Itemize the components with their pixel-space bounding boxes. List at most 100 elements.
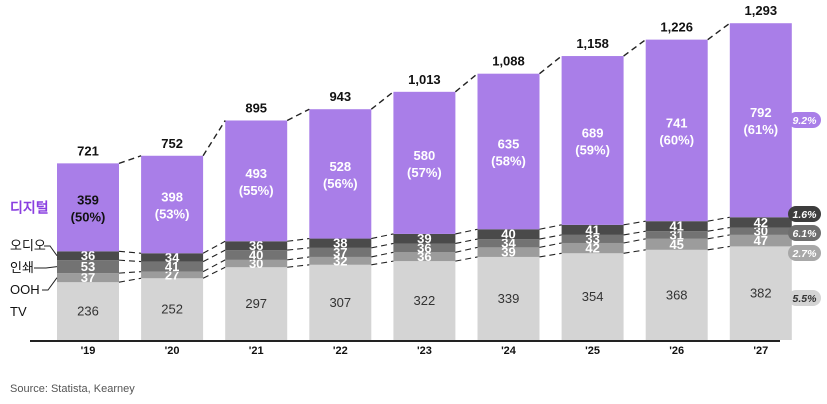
total-label-5: 1,088	[492, 54, 525, 69]
x-tick-label-8: '27	[753, 345, 768, 357]
segment-connector-3-5	[539, 224, 562, 230]
bar-segment-디지털-5	[477, 73, 540, 230]
total-label-1: 752	[161, 136, 183, 151]
total-connector-3	[370, 91, 394, 110]
cagr-badge-오디오	[788, 206, 821, 222]
legend-label-ooh: OOH	[10, 282, 40, 297]
segment-connector-1-3	[371, 251, 394, 258]
bar-segment-OOH-6	[561, 242, 624, 254]
x-tick-label-4: '23	[417, 345, 432, 357]
bar-segment-인쇄-6	[561, 234, 624, 243]
segment-connector-1-5	[539, 242, 562, 248]
segment-connector-2-7	[707, 227, 730, 232]
segment-connector-1-1	[202, 259, 226, 273]
data-label-인쇄-0: 53	[81, 259, 95, 274]
data-label-인쇄-1: 41	[165, 259, 179, 274]
bar-segment-오디오-5	[477, 229, 540, 240]
data-label-digital-6: 689	[582, 125, 604, 140]
x-tick-label-6: '25	[585, 345, 600, 357]
total-connector-6	[623, 39, 647, 57]
segment-connector-0-2	[287, 264, 310, 268]
bar-segment-인쇄-2	[225, 250, 288, 260]
bar-segment-오디오-4	[393, 233, 456, 244]
segment-connector-0-1	[202, 266, 226, 279]
segment-connector-3-6	[623, 220, 646, 226]
segment-connector-0-3	[371, 260, 394, 266]
bar-segment-오디오-7	[645, 221, 708, 232]
bar-segment-인쇄-7	[645, 231, 708, 239]
data-label-오디오-5: 40	[501, 227, 515, 242]
bar-segment-디지털-0	[57, 163, 119, 252]
share-label-digital-4: (57%)	[407, 165, 442, 180]
segment-connector-3-1	[202, 240, 226, 254]
cagr-badge-인쇄	[788, 225, 821, 241]
segment-connector-3-3	[371, 233, 394, 240]
total-label-7: 1,226	[660, 20, 693, 35]
legend-label-audio: 오디오	[10, 238, 46, 253]
data-label-오디오-0: 36	[81, 248, 95, 263]
legend-label-tv: TV	[10, 304, 27, 319]
bar-segment-OOH-5	[477, 247, 540, 257]
bar-segment-오디오-1	[141, 253, 204, 262]
legend-leader-audio	[44, 245, 58, 257]
segment-connector-3-0	[118, 250, 142, 254]
segment-connector-1-0	[118, 271, 142, 274]
data-label-TV-0: 236	[77, 304, 99, 319]
bar-segment-OOH-8	[729, 234, 792, 247]
cagr-label-디지털: 9.2%	[793, 115, 818, 127]
bar-segment-오디오-2	[225, 241, 288, 251]
bar-segment-TV-6	[561, 253, 624, 340]
cagr-label-TV: 5.5%	[793, 293, 818, 305]
segment-connector-1-6	[623, 238, 646, 244]
data-label-digital-3: 528	[329, 159, 351, 174]
bar-segment-인쇄-5	[477, 239, 540, 248]
data-label-인쇄-2: 40	[249, 247, 263, 262]
segment-connector-0-6	[623, 249, 646, 254]
legend-label-digital: 디지털	[10, 199, 49, 215]
x-tick-label-2: '21	[249, 345, 264, 357]
bar-segment-TV-0	[57, 282, 119, 340]
segment-connector-2-2	[287, 247, 310, 251]
legend-leader-print	[34, 266, 58, 269]
data-label-OOH-7: 45	[669, 237, 683, 252]
segment-connector-2-1	[202, 249, 226, 263]
source-note: Source: Statista, Kearney	[10, 383, 135, 395]
bar-segment-TV-2	[225, 267, 288, 340]
cagr-label-인쇄: 6.1%	[793, 228, 818, 240]
bar-segment-OOH-1	[141, 271, 204, 279]
data-label-TV-4: 322	[414, 293, 436, 308]
data-label-OOH-0: 37	[81, 270, 95, 285]
total-connector-7	[707, 22, 731, 41]
cagr-badge-OOH	[788, 245, 821, 261]
bar-segment-OOH-7	[645, 238, 708, 250]
data-label-OOH-4: 36	[417, 249, 431, 264]
cagr-label-OOH: 2.7%	[792, 248, 818, 260]
data-label-인쇄-7: 31	[669, 228, 683, 243]
segment-connector-0-5	[539, 252, 562, 258]
segment-connector-3-4	[455, 228, 478, 235]
total-label-8: 1,293	[745, 3, 778, 18]
bar-segment-인쇄-1	[141, 261, 204, 272]
bar-segment-TV-5	[477, 256, 540, 340]
segment-connector-1-4	[455, 246, 478, 253]
segment-connector-2-6	[623, 230, 646, 236]
share-label-digital-3: (56%)	[323, 176, 358, 191]
share-label-digital-7: (60%)	[659, 132, 694, 147]
data-label-TV-5: 339	[498, 291, 520, 306]
bar-segment-디지털-3	[309, 109, 372, 239]
data-label-오디오-4: 39	[417, 231, 431, 246]
data-label-digital-5: 635	[498, 136, 520, 151]
data-label-TV-6: 354	[582, 289, 604, 304]
share-label-digital-1: (53%)	[155, 207, 190, 222]
data-label-OOH-3: 32	[333, 253, 347, 268]
data-label-오디오-8: 42	[754, 215, 768, 230]
data-label-OOH-8: 47	[754, 233, 768, 248]
x-tick-label-0: '19	[81, 345, 96, 357]
segment-connector-0-0	[118, 277, 142, 283]
data-label-TV-1: 252	[161, 302, 183, 317]
data-label-TV-7: 368	[666, 287, 688, 302]
data-label-digital-0: 359	[77, 192, 99, 207]
bar-segment-OOH-0	[57, 273, 119, 283]
total-label-2: 895	[245, 100, 267, 115]
